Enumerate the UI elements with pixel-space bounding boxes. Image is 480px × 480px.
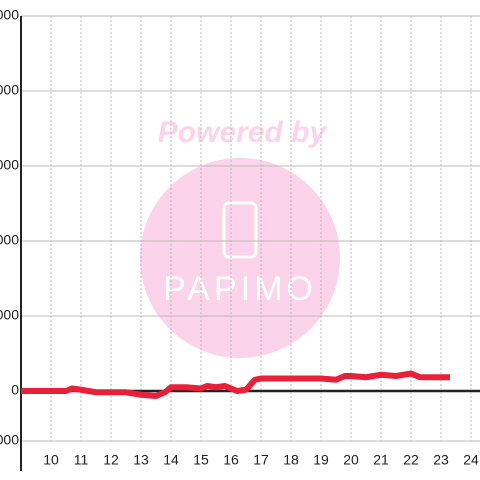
x-tick-label: 11 [74,452,89,468]
data-line [21,370,450,399]
y-tick-label: 120,000 [0,82,19,98]
y-tick-label: 60,000 [0,232,19,248]
x-tick-label: 20 [343,452,359,468]
x-tick-label: 16 [223,452,239,468]
y-tick-label: 0 [11,382,19,398]
x-tick-label: 17 [253,452,269,468]
y-tick-label: -20,000 [0,432,19,448]
x-tick-label: 24 [463,452,479,468]
y-tick-label: 90,000 [0,157,19,173]
x-tick-label: 18 [283,452,299,468]
y-tick-label: 30,000 [0,307,19,323]
x-tick-label: 12 [103,452,119,468]
x-tick-label: 15 [193,452,209,468]
watermark-phone [222,201,258,259]
x-tick-label: 13 [133,452,149,468]
watermark-top: Powered by [158,116,328,149]
y-tick-label: 150,000 [0,7,19,23]
watermark-brand: PAPIMO [163,270,317,308]
x-tick-label: 23 [433,452,449,468]
x-tick-label: 21 [373,452,389,468]
x-tick-label: 10 [43,452,59,468]
x-tick-label: 22 [403,452,419,468]
x-tick-label: 19 [313,452,329,468]
x-tick-label: 14 [163,452,179,468]
